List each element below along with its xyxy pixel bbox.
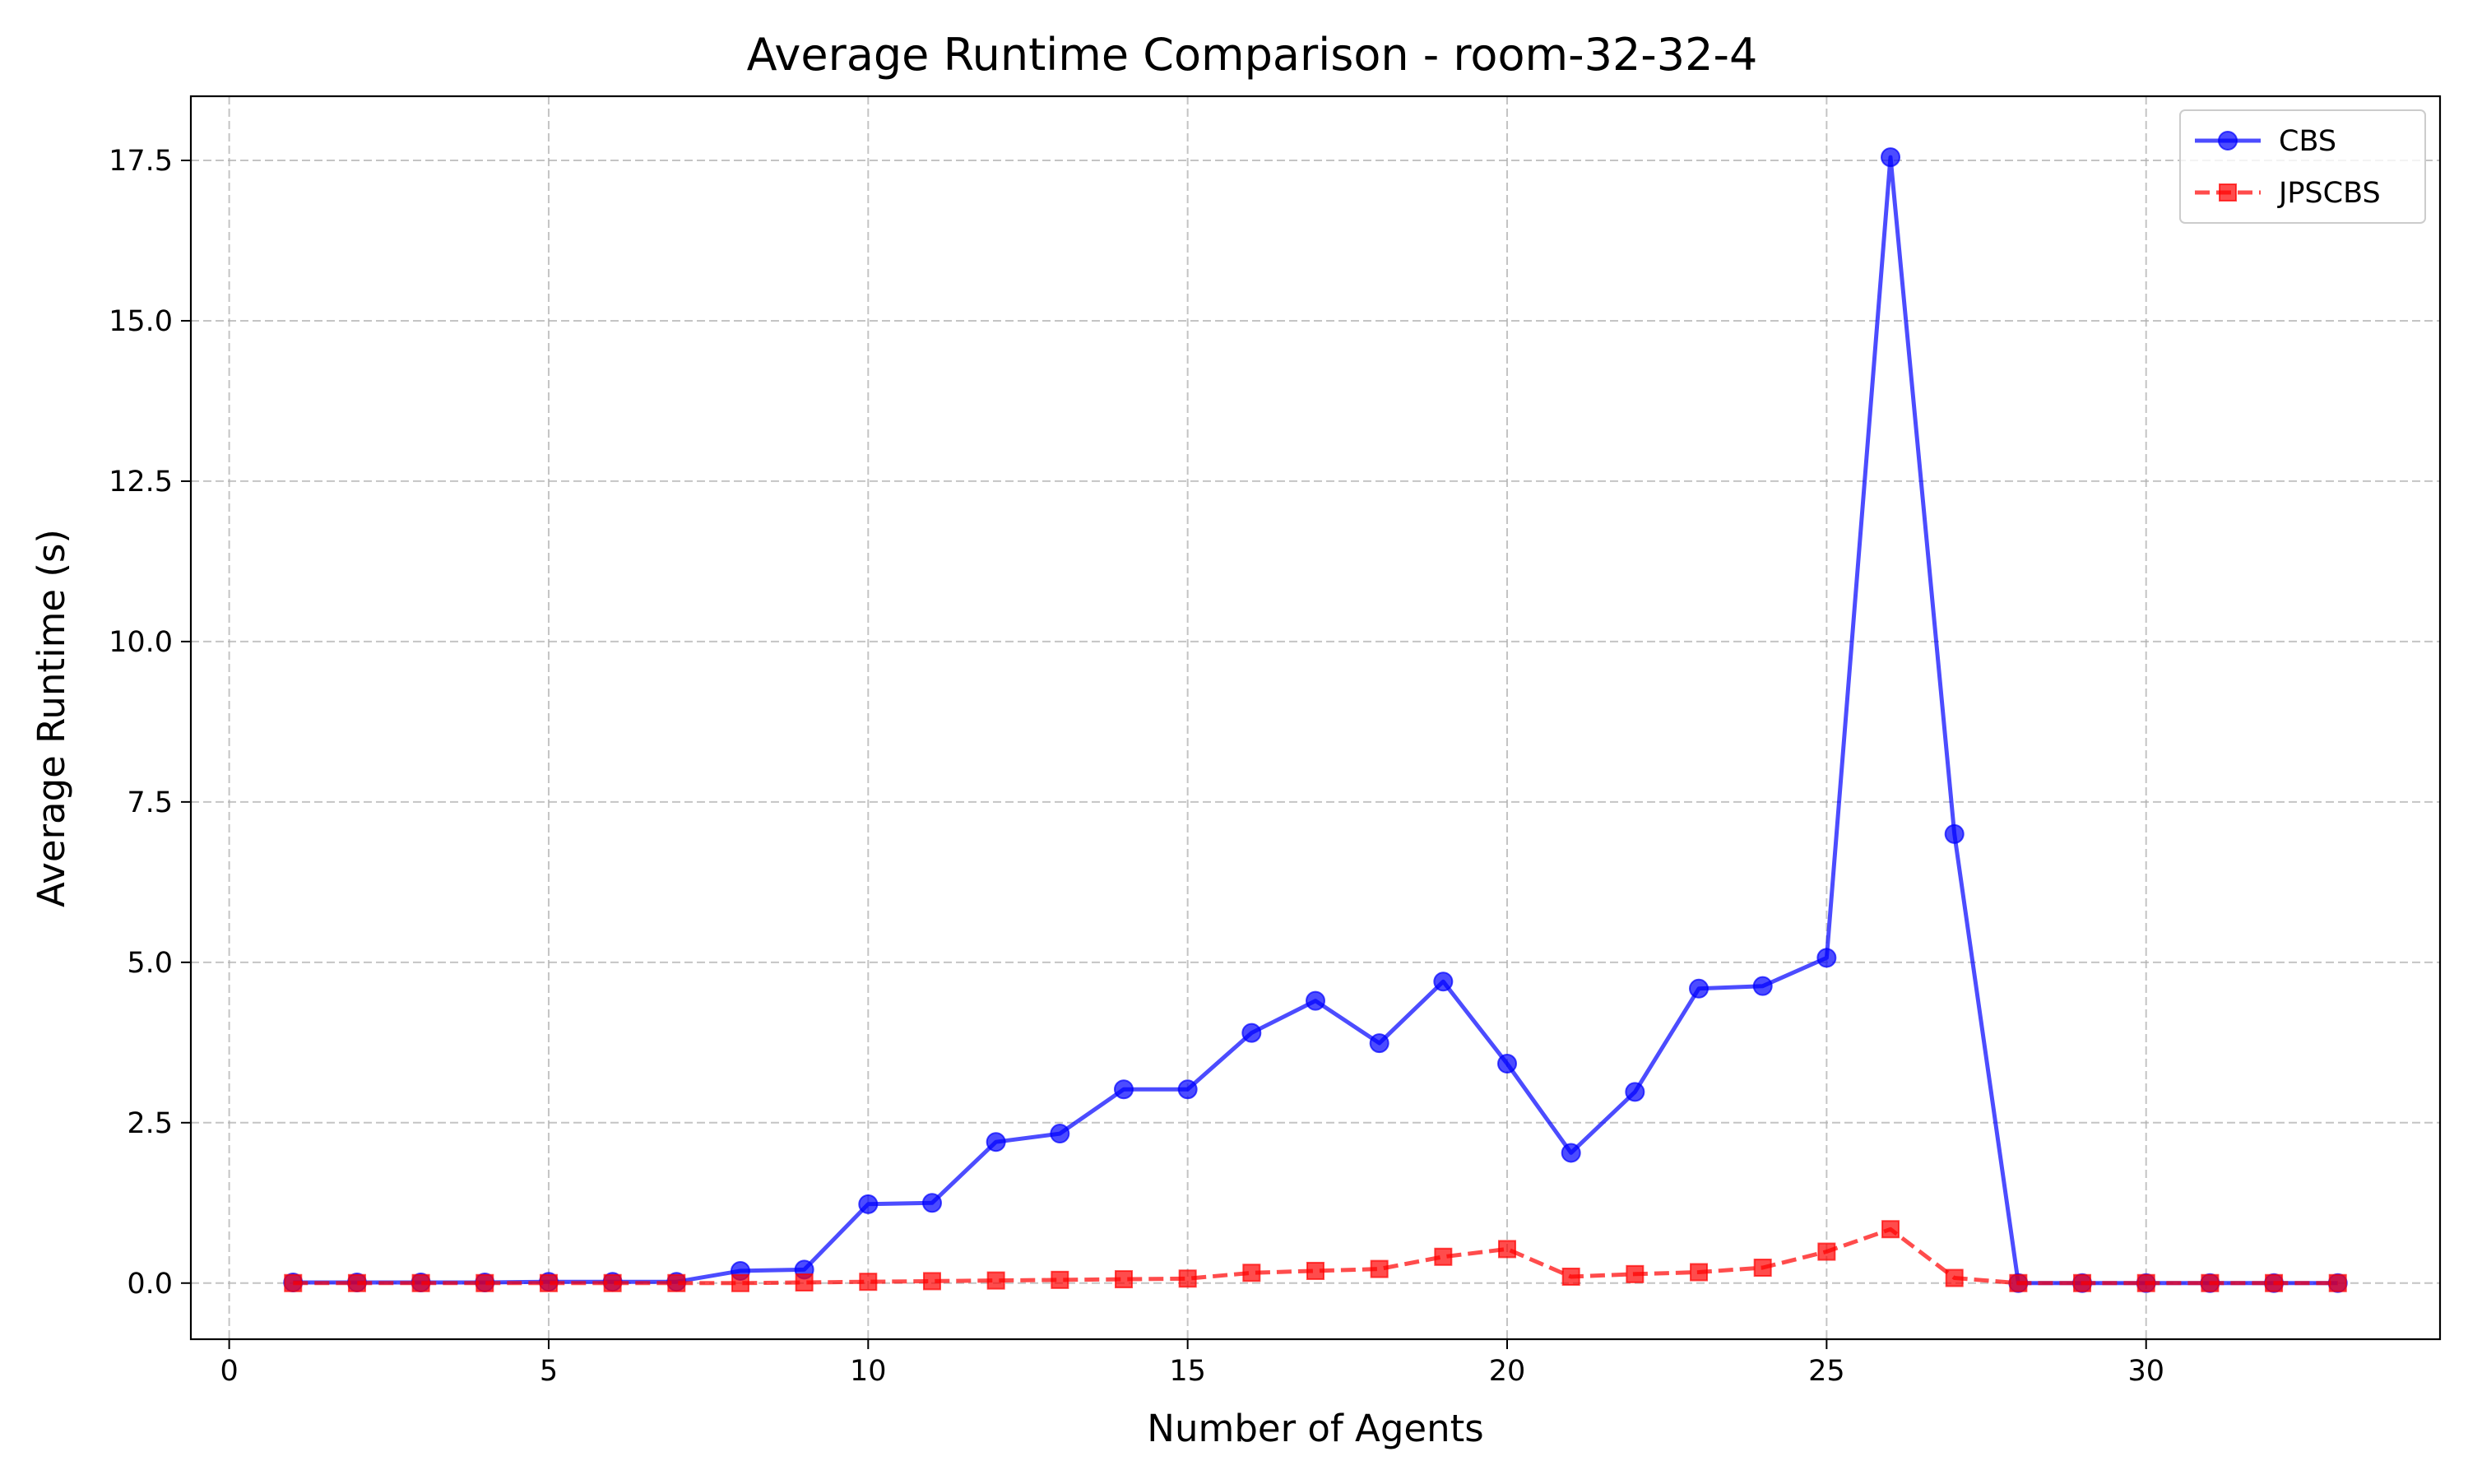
series-layer bbox=[283, 147, 2348, 1293]
series-jpscbs-point bbox=[2328, 1273, 2347, 1292]
series-jpscbs-point bbox=[795, 1273, 814, 1292]
series-jpscbs-point bbox=[922, 1272, 941, 1291]
series-jpscbs-point bbox=[284, 1273, 303, 1292]
series-jpscbs-point bbox=[539, 1273, 558, 1292]
series-jpscbs-point bbox=[2136, 1273, 2155, 1292]
legend-box bbox=[2179, 109, 2426, 224]
series-jpscbs-point bbox=[1753, 1259, 1772, 1278]
series-cbs-point bbox=[1561, 1143, 1581, 1163]
series-jpscbs-point bbox=[411, 1273, 430, 1292]
series-jpscbs-point bbox=[1051, 1270, 1069, 1289]
legend-cbs-label: CBS bbox=[2279, 125, 2336, 158]
y-tick-label: 15.0 bbox=[109, 305, 173, 338]
series-cbs-point bbox=[986, 1132, 1006, 1152]
series-jpscbs-point bbox=[667, 1273, 686, 1292]
series-jpscbs-point bbox=[1114, 1270, 1133, 1289]
y-tick-label: 17.5 bbox=[109, 145, 173, 178]
series-jpscbs-point bbox=[1881, 1220, 1900, 1239]
series-cbs-point bbox=[1752, 976, 1773, 996]
x-tick-label: 10 bbox=[850, 1355, 887, 1388]
series-jpscbs-point bbox=[731, 1273, 749, 1292]
y-tick-label: 2.5 bbox=[127, 1107, 173, 1140]
series-jpscbs-point bbox=[1306, 1261, 1324, 1280]
series-jpscbs-point bbox=[1945, 1268, 1964, 1287]
series-jpscbs-point bbox=[2265, 1273, 2284, 1292]
series-jpscbs-point bbox=[476, 1273, 494, 1292]
y-tick-label: 12.5 bbox=[109, 466, 173, 499]
series-jpscbs-point bbox=[1817, 1242, 1836, 1261]
series-cbs-point bbox=[1306, 990, 1325, 1011]
x-tick-label: 5 bbox=[540, 1355, 558, 1388]
series-jpscbs-point bbox=[1178, 1269, 1197, 1288]
y-tick-label: 7.5 bbox=[127, 786, 173, 819]
legend-item-cbs: CBS bbox=[2195, 125, 2336, 158]
y-axis-label: Average Runtime (s) bbox=[30, 529, 73, 907]
series-cbs-point bbox=[1944, 823, 1965, 844]
x-tick-label: 25 bbox=[1808, 1355, 1845, 1388]
series-cbs-point bbox=[1241, 1023, 1262, 1043]
legend-jpscbs-marker bbox=[2219, 183, 2237, 202]
series-jpscbs-point bbox=[2073, 1273, 2092, 1292]
series-cbs-point bbox=[1497, 1054, 1518, 1074]
series-jpscbs-point bbox=[1434, 1247, 1453, 1266]
series-jpscbs-point bbox=[2201, 1273, 2220, 1292]
series-cbs-point bbox=[1433, 972, 1454, 992]
series-cbs-point bbox=[1113, 1079, 1134, 1100]
series-jpscbs-line bbox=[293, 1227, 2338, 1286]
series-cbs-point bbox=[1881, 147, 1901, 168]
ticks: 0 5 10 15 20 25 30 0.0 2.5 5.0 7.5 10.0 12.5 15.0 17.5 bbox=[109, 145, 2164, 1388]
series-jpscbs-point bbox=[1498, 1240, 1517, 1259]
series-cbs-point bbox=[1369, 1033, 1389, 1054]
legend-cbs-marker bbox=[2218, 131, 2238, 151]
x-tick-label: 20 bbox=[1489, 1355, 1526, 1388]
series-jpscbs-point bbox=[1242, 1264, 1261, 1282]
series-jpscbs-point bbox=[1690, 1263, 1709, 1282]
series-jpscbs bbox=[284, 1220, 2347, 1292]
plot-frame bbox=[189, 95, 2442, 1341]
series-cbs-point bbox=[1816, 948, 1837, 968]
y-tick-label: 10.0 bbox=[109, 626, 173, 659]
series-jpscbs-point bbox=[347, 1273, 366, 1292]
legend-item-jpscbs: JPSCBS bbox=[2195, 177, 2381, 210]
series-cbs-point bbox=[858, 1194, 879, 1214]
series-jpscbs-point bbox=[859, 1273, 878, 1292]
series-cbs-point bbox=[1625, 1082, 1645, 1102]
series-jpscbs-point bbox=[1561, 1267, 1580, 1286]
y-tick-label: 5.0 bbox=[127, 947, 173, 980]
series-jpscbs-point bbox=[1626, 1264, 1645, 1283]
series-cbs-point bbox=[1050, 1124, 1070, 1144]
x-tick-label: 30 bbox=[2127, 1355, 2164, 1388]
series-jpscbs-point bbox=[1370, 1259, 1389, 1278]
series-jpscbs-point bbox=[603, 1273, 622, 1292]
series-jpscbs-point bbox=[2009, 1273, 2028, 1292]
series-cbs-point bbox=[1689, 978, 1710, 999]
series-jpscbs-point bbox=[986, 1271, 1005, 1290]
series-cbs-point bbox=[1177, 1079, 1198, 1100]
x-tick-label: 0 bbox=[220, 1355, 238, 1388]
y-tick-label: 0.0 bbox=[127, 1268, 173, 1301]
x-axis-label: Number of Agents bbox=[1147, 1407, 1483, 1450]
x-tick-label: 15 bbox=[1169, 1355, 1206, 1388]
legend: CBS JPSCBS bbox=[2179, 109, 2426, 224]
chart-title: Average Runtime Comparison - room-32-32-… bbox=[747, 29, 1758, 81]
series-cbs-point bbox=[921, 1193, 942, 1213]
legend-jpscbs-label: JPSCBS bbox=[2277, 177, 2381, 210]
